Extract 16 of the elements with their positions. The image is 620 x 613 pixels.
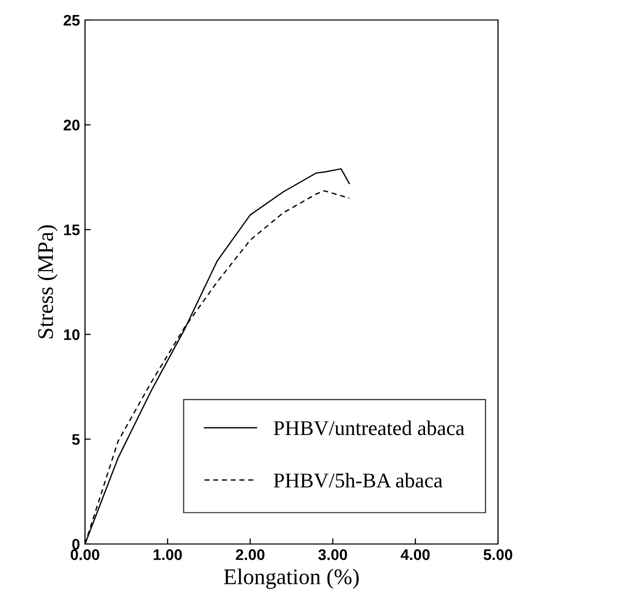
y-tick-label: 15: [64, 224, 80, 236]
y-tick-label: 25: [64, 14, 80, 26]
y-tick-label: 10: [64, 329, 80, 340]
x-tick-label: 2.00: [236, 549, 264, 560]
y-tick-label: 5: [72, 434, 80, 445]
x-tick-label: 0.00: [70, 549, 100, 560]
x-tick-label: 1.00: [154, 549, 182, 560]
legend-label: PHBV/5h-BA abaca: [274, 472, 442, 488]
x-tick-label: 3.00: [318, 549, 348, 560]
x-axis-title: Elongation (%): [224, 568, 359, 589]
y-axis-title: Stress (MPa): [37, 225, 58, 338]
y-tick-label: 20: [64, 120, 80, 130]
x-tick-label: 4.00: [400, 549, 430, 560]
y-tick-label: 0: [72, 538, 80, 550]
x-tick-label: 5.00: [484, 549, 512, 560]
legend-label: PHBV/untreated abaca: [274, 420, 464, 436]
